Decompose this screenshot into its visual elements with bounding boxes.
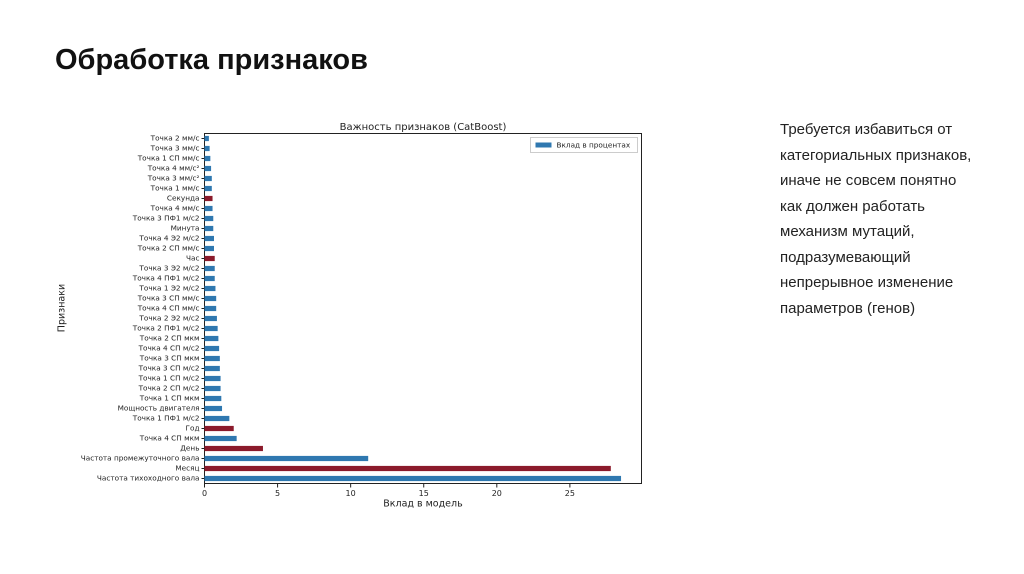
bar bbox=[204, 335, 219, 342]
x-tick-label: 15 bbox=[419, 489, 429, 498]
y-tick-label: Точка 2 СП мм/с bbox=[137, 244, 200, 253]
bar bbox=[204, 185, 212, 192]
bar bbox=[204, 275, 215, 282]
bar bbox=[204, 215, 214, 222]
y-tick-label: Час bbox=[186, 254, 200, 263]
y-tick-label: Точка 1 Э2 м/с2 bbox=[138, 284, 199, 293]
y-tick-label: Точка 2 СП м/с2 bbox=[138, 384, 200, 393]
bar bbox=[204, 295, 217, 302]
y-tick-label: Точка 4 мм/с² bbox=[147, 164, 200, 173]
bar bbox=[204, 375, 221, 382]
bar bbox=[204, 255, 215, 262]
y-tick-label: Месяц bbox=[175, 464, 199, 473]
bar bbox=[204, 355, 220, 362]
bar bbox=[204, 305, 217, 312]
y-tick-label: Секунда bbox=[167, 194, 200, 203]
bar bbox=[204, 435, 237, 442]
x-tick-label: 10 bbox=[346, 489, 356, 498]
plot-frame bbox=[204, 133, 642, 484]
bar bbox=[204, 395, 222, 402]
y-tick-label: Точка 4 Э2 м/с2 bbox=[138, 234, 199, 243]
y-tick-label: Точка 3 мм/с bbox=[150, 144, 200, 153]
y-tick-label: Точка 3 СП м/с2 bbox=[138, 364, 200, 373]
legend-box bbox=[530, 137, 638, 153]
bar bbox=[204, 455, 369, 462]
y-tick-label: Год bbox=[186, 424, 200, 433]
y-tick-label: Частота тихоходного вала bbox=[97, 474, 200, 483]
bar bbox=[204, 385, 221, 392]
y-tick-label: Минута bbox=[171, 224, 200, 233]
x-tick-label: 5 bbox=[275, 489, 280, 498]
y-tick-label: Точка 1 мм/с bbox=[150, 184, 200, 193]
y-tick-label: Точка 2 Э2 м/с2 bbox=[138, 314, 199, 323]
bar bbox=[204, 245, 214, 252]
legend-label: Вклад в процентах bbox=[557, 141, 631, 150]
legend-swatch bbox=[535, 142, 552, 148]
bar bbox=[204, 415, 230, 422]
bar bbox=[204, 225, 214, 232]
y-tick-label: Точка 3 Э2 м/с2 bbox=[138, 264, 199, 273]
y-tick-label: Точка 2 ПФ1 м/с2 bbox=[132, 324, 200, 333]
y-tick-label: Мощность двигателя bbox=[118, 404, 200, 413]
bar bbox=[204, 145, 210, 152]
y-tick-label: Точка 3 ПФ1 м/с2 bbox=[132, 214, 200, 223]
y-axis-label: Признаки bbox=[57, 284, 68, 332]
bar bbox=[204, 445, 263, 452]
y-tick-label: Точка 1 СП м/с2 bbox=[138, 374, 200, 383]
side-text: Требуется избавиться от категориальных п… bbox=[780, 121, 972, 317]
y-tick-label: Точка 4 СП мкм bbox=[139, 434, 200, 443]
y-tick-label: Точка 3 СП мкм bbox=[139, 354, 200, 363]
bar bbox=[204, 165, 212, 172]
bar bbox=[204, 135, 209, 142]
x-axis-label: Вклад в модель bbox=[383, 499, 463, 510]
y-tick-label: Точка 1 СП мм/с bbox=[137, 154, 200, 163]
y-tick-label: Точка 1 СП мкм bbox=[139, 394, 200, 403]
bar bbox=[204, 265, 215, 272]
slide-title: Обработка признаков bbox=[55, 44, 368, 76]
bar bbox=[204, 195, 213, 202]
bar bbox=[204, 205, 213, 212]
y-tick-label: Точка 4 СП мм/с bbox=[137, 304, 200, 313]
bar bbox=[204, 175, 212, 182]
y-tick-label: Частота промежуточного вала bbox=[81, 454, 200, 463]
y-tick-label: Точка 4 ПФ1 м/с2 bbox=[132, 274, 200, 283]
bar bbox=[204, 475, 622, 482]
bar bbox=[204, 285, 216, 292]
x-tick-label: 0 bbox=[202, 489, 207, 498]
chart-title: Важность признаков (CatBoost) bbox=[340, 122, 507, 133]
bar bbox=[204, 405, 223, 412]
bar bbox=[204, 365, 220, 372]
y-tick-label: Точка 4 мм/с bbox=[150, 204, 200, 213]
bar bbox=[204, 345, 220, 352]
y-tick-label: Точка 1 ПФ1 м/с2 bbox=[132, 414, 200, 423]
bar bbox=[204, 425, 234, 432]
y-tick-label: Точка 3 мм/с² bbox=[147, 174, 200, 183]
bar bbox=[204, 465, 611, 472]
x-tick-label: 25 bbox=[565, 489, 575, 498]
y-tick-label: Точка 2 мм/с bbox=[150, 134, 200, 143]
x-tick-label: 20 bbox=[492, 489, 502, 498]
bar bbox=[204, 325, 218, 332]
bar bbox=[204, 235, 214, 242]
y-tick-label: День bbox=[180, 444, 199, 453]
bar bbox=[204, 155, 211, 162]
y-tick-label: Точка 3 СП мм/с bbox=[137, 294, 200, 303]
bar bbox=[204, 315, 217, 322]
y-tick-label: Точка 2 СП мкм bbox=[139, 334, 200, 343]
y-tick-label: Точка 4 СП м/с2 bbox=[138, 344, 200, 353]
